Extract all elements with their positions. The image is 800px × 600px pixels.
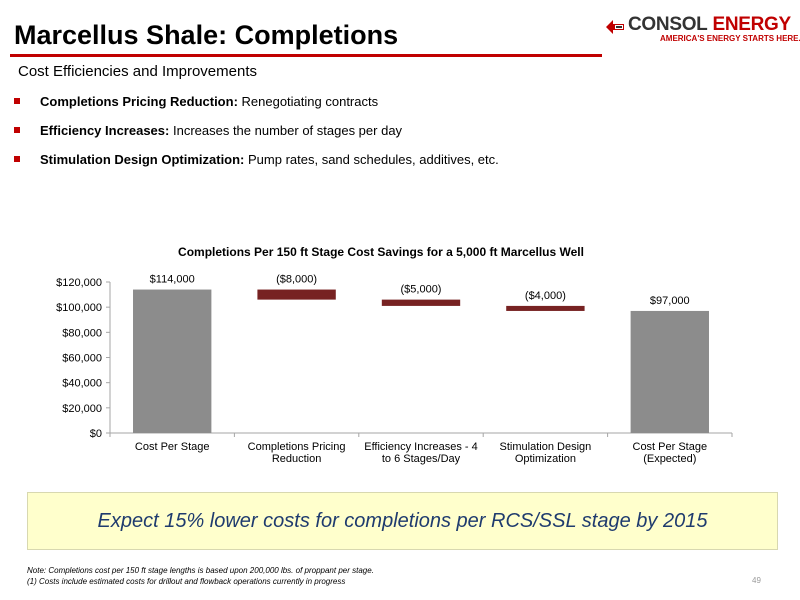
waterfall-chart: Completions Per 150 ft Stage Cost Saving… (0, 236, 800, 486)
bullet-list: Completions Pricing Reduction: Renegotia… (14, 92, 774, 179)
chart-title: Completions Per 150 ft Stage Cost Saving… (178, 245, 584, 259)
logo-wordmark: CONSOL ENERGY (628, 14, 791, 36)
total-bar (630, 310, 709, 433)
x-category-label: Efficiency Increases - 4 (364, 441, 478, 453)
consol-flame-mark-icon (606, 20, 624, 34)
footnote-note: Note: Completions cost per 150 ft stage … (27, 566, 374, 575)
y-tick-label: $0 (90, 428, 102, 440)
footnote-1: (1) Costs include estimated costs for dr… (27, 577, 346, 586)
page-title: Marcellus Shale: Completions (14, 20, 399, 50)
bullet-heading: Stimulation Design Optimization: (40, 152, 245, 167)
y-tick-label: $40,000 (62, 378, 102, 390)
data-label: $114,000 (150, 274, 195, 286)
logo-word-consol: CONSOL (628, 14, 708, 35)
logo-tagline: AMERICA'S ENERGY STARTS HERE. (660, 34, 800, 43)
x-category-label: Cost Per Stage (135, 441, 210, 453)
decrease-bar (381, 299, 461, 306)
data-label: ($8,000) (276, 274, 317, 286)
data-label: ($5,000) (401, 284, 442, 296)
bullet-heading: Completions Pricing Reduction: (40, 94, 238, 109)
bullet-heading: Efficiency Increases: (40, 123, 170, 138)
bullet-text: Increases the number of stages per day (169, 123, 403, 138)
footnotes: Note: Completions cost per 150 ft stage … (27, 565, 374, 587)
decrease-bar (257, 289, 336, 300)
page-subtitle: Cost Efficiencies and Improvements (18, 63, 257, 80)
data-label: ($4,000) (525, 290, 566, 302)
bullet-text: Pump rates, sand schedules, additives, e… (244, 152, 499, 167)
logo-word-energy: ENERGY (712, 14, 791, 35)
bullet-square-icon (14, 98, 20, 104)
bullet-item: Efficiency Increases: Increases the numb… (14, 121, 774, 150)
x-category-label: Reduction (272, 453, 322, 465)
title-underline (10, 54, 602, 57)
callout-text: Expect 15% lower costs for completions p… (97, 509, 708, 532)
decrease-bar (506, 305, 585, 311)
x-category-label: to 6 Stages/Day (382, 453, 461, 465)
total-bar (133, 289, 212, 433)
y-tick-label: $100,000 (56, 302, 102, 314)
bullet-square-icon (14, 127, 20, 133)
x-category-label: (Expected) (643, 453, 696, 465)
y-tick-label: $80,000 (62, 327, 102, 339)
bullet-item: Stimulation Design Optimization: Pump ra… (14, 150, 774, 179)
page-number: 49 (752, 576, 761, 585)
x-category-label: Cost Per Stage (633, 441, 708, 453)
bullet-item: Completions Pricing Reduction: Renegotia… (14, 92, 774, 121)
data-label: $97,000 (650, 295, 690, 307)
chart-canvas: Completions Per 150 ft Stage Cost Saving… (56, 245, 733, 465)
y-tick-label: $120,000 (56, 277, 102, 289)
company-logo: CONSOL ENERGY AMERICA'S ENERGY STARTS HE… (604, 14, 800, 44)
y-tick-label: $60,000 (62, 353, 102, 365)
callout-box: Expect 15% lower costs for completions p… (27, 492, 778, 550)
x-category-label: Optimization (515, 453, 576, 465)
x-category-label: Stimulation Design (500, 441, 592, 453)
x-category-label: Completions Pricing (248, 441, 346, 453)
bullet-text: Renegotiating contracts (237, 94, 379, 109)
bullet-square-icon (14, 156, 20, 162)
y-tick-label: $20,000 (62, 403, 102, 415)
